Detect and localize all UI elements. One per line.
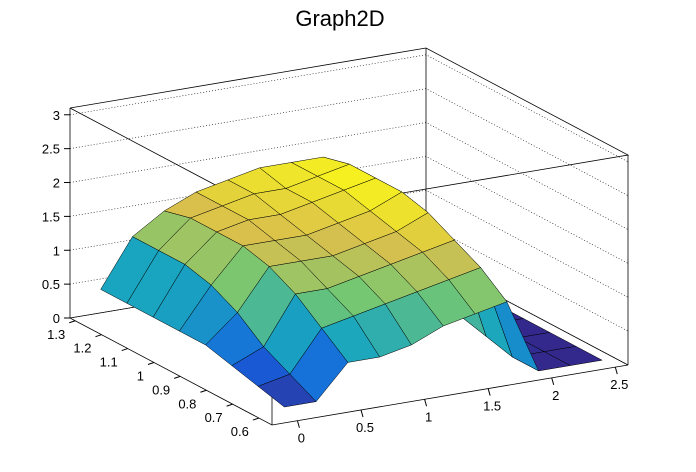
y-tick <box>174 375 181 379</box>
x-tick <box>424 399 428 407</box>
x-tick-label: 2.5 <box>610 377 628 392</box>
z-tick-label: 1 <box>53 243 60 258</box>
x-tick <box>360 409 364 418</box>
z-tick-label: 0 <box>53 311 60 326</box>
grid-line <box>69 54 629 163</box>
y-tick <box>121 348 128 352</box>
x-tick-label: 2 <box>552 388 559 403</box>
y-tick-label: 1.1 <box>100 355 118 370</box>
y-tick <box>69 320 76 324</box>
y-tick <box>226 403 233 407</box>
x-tick-label: 0.5 <box>356 420 374 435</box>
x-tick <box>551 377 555 385</box>
grid-line <box>69 122 629 230</box>
y-tick-label: 1 <box>137 368 144 383</box>
y-tick <box>95 334 102 338</box>
grid-line <box>69 88 629 196</box>
y-tick-label: 1.2 <box>73 341 91 356</box>
z-tick-label: 2 <box>53 176 60 191</box>
z-tick-label: 0.5 <box>42 277 60 292</box>
z-tick-label: 3 <box>53 108 60 123</box>
y-tick-label: 0.7 <box>205 410 223 425</box>
y-tick <box>252 417 260 421</box>
x-tick <box>296 420 300 428</box>
x-tick-label: 1 <box>425 409 432 424</box>
surface-cell <box>257 373 317 408</box>
z-tick-label: 1.5 <box>42 209 60 224</box>
x-tick-label: 0 <box>298 431 305 446</box>
y-tick-label: 1.3 <box>47 327 65 342</box>
y-tick <box>200 389 207 393</box>
x-tick <box>614 367 618 375</box>
y-tick-label: 0.9 <box>152 382 170 397</box>
y-tick-label: 0.8 <box>178 396 196 411</box>
z-tick-label: 2.5 <box>42 142 60 157</box>
x-tick-label: 1.5 <box>483 399 501 414</box>
chart-title: Graph2D <box>295 6 384 31</box>
frame-edge <box>69 47 630 216</box>
y-tick <box>147 361 155 365</box>
x-tick <box>487 388 491 396</box>
y-tick-label: 0.6 <box>231 424 249 439</box>
